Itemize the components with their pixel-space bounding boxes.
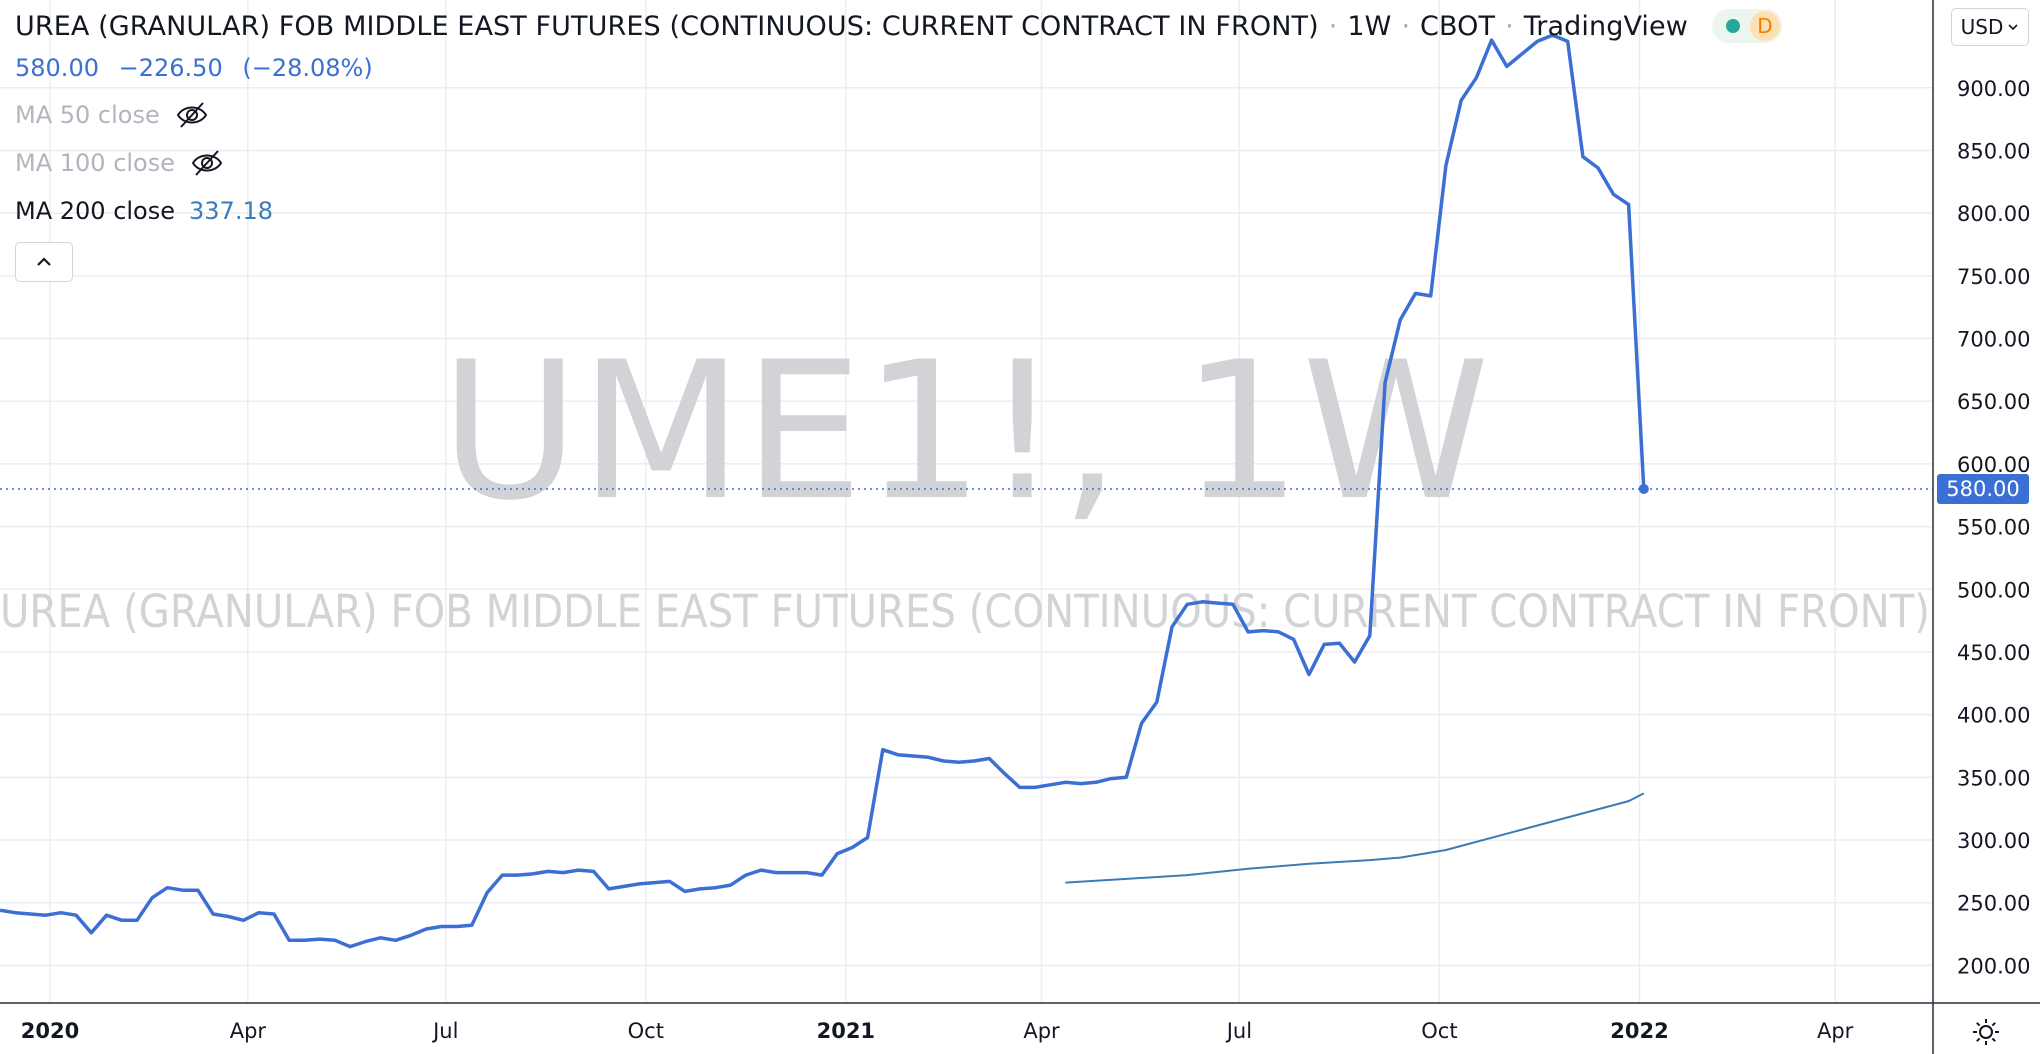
indicator-ma100[interactable]: MA 100 close: [15, 150, 1782, 176]
separator: ·: [1401, 10, 1411, 42]
y-tick-label: 500.00: [1957, 578, 2030, 602]
price-change: −226.50: [118, 54, 223, 82]
y-tick-label: 900.00: [1957, 77, 2030, 101]
last-price: 580.00: [15, 54, 99, 82]
sun-settings-icon: [1973, 1019, 1999, 1045]
currency-selector[interactable]: USD: [1951, 8, 2029, 46]
legend-title: UREA (GRANULAR) FOB MIDDLE EAST FUTURES …: [15, 8, 1782, 44]
indicator-label: MA 100 close: [15, 149, 176, 177]
y-tick-label: 700.00: [1957, 328, 2030, 352]
ma200-series-line: [1065, 792, 1645, 884]
x-tick-label: 2022: [1610, 1019, 1668, 1043]
y-tick-label: 800.00: [1957, 202, 2030, 226]
x-tick-label: Oct: [1421, 1019, 1457, 1043]
y-tick-label: 750.00: [1957, 265, 2030, 289]
indicator-label: MA 200 close: [15, 197, 176, 225]
indicator-value: 337.18: [189, 197, 273, 225]
market-open-dot-icon: [1725, 19, 1740, 33]
delayed-data-badge: D: [1749, 11, 1780, 41]
x-tick-label: Jul: [431, 1019, 458, 1043]
chart-settings-button[interactable]: [1968, 1014, 2004, 1050]
y-tick-label: 550.00: [1957, 516, 2030, 540]
y-tick-label: 300.00: [1957, 829, 2030, 853]
price-series-line: [0, 33, 1646, 949]
indicator-ma50[interactable]: MA 50 close: [15, 102, 1782, 128]
series: [0, 33, 1933, 949]
last-price-marker: [1638, 483, 1649, 494]
price-readout: 580.00 −226.50 (−28.08%): [15, 56, 1782, 80]
x-tick-label: Apr: [1817, 1019, 1854, 1043]
chevron-up-icon: [37, 257, 51, 266]
indicator-label: MA 50 close: [15, 101, 160, 129]
separator: ·: [1505, 10, 1514, 42]
x-tick-label: Oct: [628, 1019, 664, 1043]
y-tick-label: 250.00: [1957, 892, 2030, 916]
watermark-description: UREA (GRANULAR) FOB MIDDLE EAST FUTURES …: [0, 585, 1930, 638]
price-change-percent: (−28.08%): [242, 54, 373, 82]
y-tick-label: 450.00: [1957, 641, 2030, 665]
watermark: UME1!, 1W UREA (GRANULAR) FOB MIDDLE EAS…: [0, 321, 1930, 638]
exchange: CBOT: [1420, 10, 1496, 42]
separator: ·: [1328, 10, 1338, 42]
indicator-ma200[interactable]: MA 200 close 337.18: [15, 198, 1782, 224]
y-tick-label: 850.00: [1957, 139, 2030, 163]
chart-legend: UREA (GRANULAR) FOB MIDDLE EAST FUTURES …: [15, 8, 1782, 282]
data-source: TradingView: [1523, 10, 1688, 42]
y-tick-label: 200.00: [1957, 954, 2030, 978]
market-status[interactable]: D: [1711, 9, 1782, 43]
currency-label: USD: [1960, 15, 2004, 39]
eye-off-icon[interactable]: [174, 100, 210, 130]
x-tick-label: Apr: [230, 1019, 267, 1043]
symbol-description[interactable]: UREA (GRANULAR) FOB MIDDLE EAST FUTURES …: [15, 10, 1319, 42]
grid: [0, 0, 1933, 1003]
x-tick-label: Apr: [1023, 1019, 1060, 1043]
y-tick-label: 650.00: [1957, 390, 2030, 414]
eye-off-icon[interactable]: [189, 148, 225, 178]
interval[interactable]: 1W: [1347, 10, 1392, 42]
y-tick-label: 400.00: [1957, 704, 2030, 728]
last-price-axis-label: 580.00: [1937, 473, 2029, 504]
x-tick-label: Jul: [1225, 1019, 1252, 1043]
x-tick-label: 2021: [817, 1019, 875, 1043]
collapse-legend-button[interactable]: [15, 242, 73, 282]
watermark-symbol: UME1!, 1W: [440, 321, 1490, 542]
x-tick-label: 2020: [21, 1019, 79, 1043]
chevron-down-icon: [2008, 24, 2018, 31]
y-tick-label: 600.00: [1957, 453, 2030, 477]
y-tick-label: 350.00: [1957, 766, 2030, 790]
